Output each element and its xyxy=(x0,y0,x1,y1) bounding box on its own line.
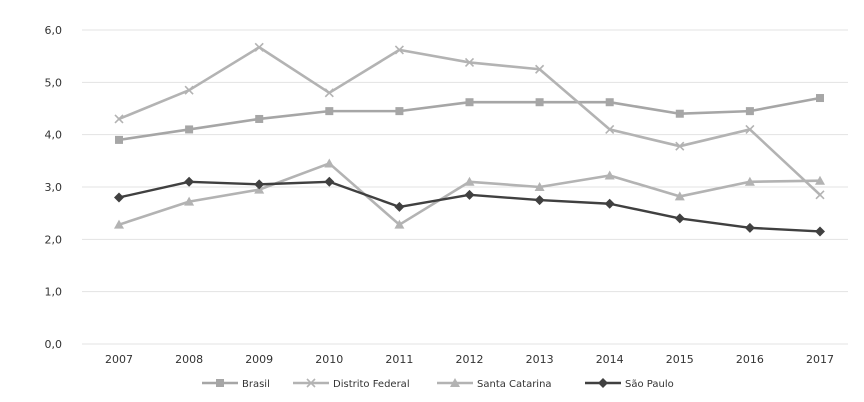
data-point xyxy=(395,107,404,116)
x-tick-label: 2013 xyxy=(526,353,554,366)
legend-label: São Paulo xyxy=(625,379,674,390)
x-tick-label: 2008 xyxy=(175,353,203,366)
data-point xyxy=(184,176,195,187)
data-point xyxy=(114,192,124,203)
data-point xyxy=(535,64,545,74)
legend: Brasil Distrito Federal Santa Catarina São … xyxy=(202,378,674,390)
legend-item-santa-catarina: Santa Catarina xyxy=(437,378,552,390)
legend-item-distrito-federal: Distrito Federal xyxy=(293,378,410,390)
data-point xyxy=(744,222,755,233)
data-point xyxy=(184,85,194,95)
data-point xyxy=(114,219,124,229)
data-point xyxy=(255,114,264,123)
x-tick-label: 2015 xyxy=(666,353,694,366)
data-point xyxy=(464,57,475,68)
series-line-distrito-federal xyxy=(117,45,822,197)
y-tick-label: 4,0 xyxy=(45,129,63,142)
data-point xyxy=(464,189,475,200)
data-point xyxy=(535,98,544,107)
y-tick-label: 6,0 xyxy=(45,24,63,37)
data-point xyxy=(675,141,685,151)
x-tick-label: 2009 xyxy=(245,353,273,366)
data-point xyxy=(815,190,825,200)
x-tick-label: 2010 xyxy=(315,353,343,366)
data-point xyxy=(324,158,335,168)
gridlines xyxy=(82,29,848,345)
data-point xyxy=(534,195,545,206)
x-tick-label: 2017 xyxy=(806,353,834,366)
data-point xyxy=(394,201,405,212)
data-point xyxy=(815,175,825,185)
y-tick-label: 0,0 xyxy=(45,338,63,351)
series-distrito-federal xyxy=(114,42,825,200)
data-point xyxy=(604,170,615,180)
x-tick-label: 2012 xyxy=(456,353,484,366)
legend-marker xyxy=(598,378,608,388)
data-point xyxy=(254,179,265,190)
data-point xyxy=(745,124,755,134)
legend-marker xyxy=(216,379,224,387)
data-point xyxy=(745,107,754,116)
legend-marker xyxy=(450,378,460,387)
x-tick-label: 2014 xyxy=(596,353,624,366)
series-lines xyxy=(114,42,825,237)
data-point xyxy=(324,88,334,98)
data-point xyxy=(185,125,194,134)
data-point xyxy=(464,176,475,186)
legend-item-brasil: Brasil xyxy=(202,379,270,390)
data-point xyxy=(115,135,123,144)
data-point xyxy=(675,109,684,118)
data-point xyxy=(674,191,685,201)
data-point xyxy=(394,219,405,229)
legend-marker xyxy=(306,378,316,388)
legend-label: Santa Catarina xyxy=(477,379,552,390)
data-point xyxy=(534,182,545,191)
y-tick-label: 3,0 xyxy=(45,181,63,194)
x-tick-label: 2007 xyxy=(105,353,133,366)
data-point xyxy=(114,114,124,124)
legend-label: Brasil xyxy=(242,379,270,390)
data-point xyxy=(184,196,195,206)
data-point xyxy=(325,107,334,116)
data-point xyxy=(324,176,335,187)
series-sao-paulo xyxy=(114,176,825,237)
data-point xyxy=(394,45,404,55)
data-point xyxy=(674,213,685,224)
data-point xyxy=(605,98,614,107)
series-brasil xyxy=(115,94,824,144)
y-axis: 0,0 1,0 2,0 3,0 4,0 5,0 6,0 xyxy=(45,24,63,351)
x-tick-label: 2011 xyxy=(385,353,413,366)
y-tick-label: 5,0 xyxy=(45,76,63,89)
data-point xyxy=(254,42,264,52)
legend-label: Distrito Federal xyxy=(333,379,410,390)
legend-item-sao-paulo: São Paulo xyxy=(585,378,674,390)
data-point xyxy=(465,98,474,107)
data-point xyxy=(816,94,824,103)
data-point xyxy=(815,226,825,237)
data-point xyxy=(744,176,755,186)
data-point xyxy=(605,124,615,134)
y-tick-label: 1,0 xyxy=(45,286,63,299)
y-tick-label: 2,0 xyxy=(45,233,63,246)
data-point xyxy=(604,198,615,209)
x-tick-label: 2016 xyxy=(736,353,764,366)
series-santa-catarina xyxy=(114,158,825,229)
x-axis: 2007 2008 2009 2010 2011 2012 2013 2014 2015 2016… xyxy=(105,353,834,366)
